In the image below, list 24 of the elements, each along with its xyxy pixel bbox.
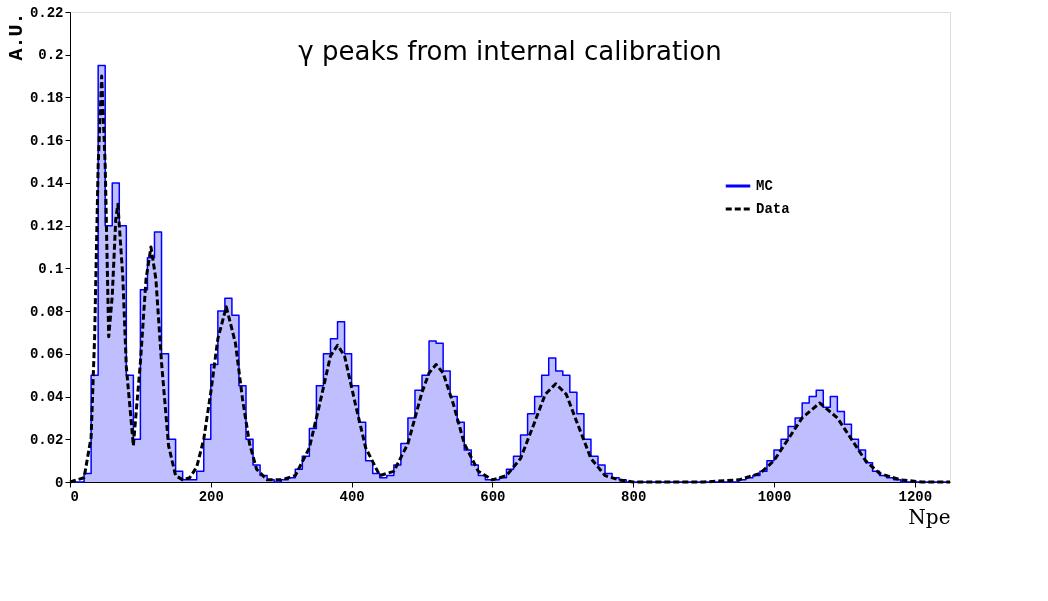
y-axis-title: A.U. (4, 12, 28, 61)
x-tick-label: 1200 (898, 488, 933, 505)
y-tick-label: 0.06 (29, 346, 64, 363)
y-tick-label: 0.14 (29, 175, 64, 192)
legend-label: MC (756, 178, 774, 194)
x-tick-label: 0 (70, 488, 79, 505)
x-axis-title: Npe (908, 504, 951, 529)
y-tick-label: 0.22 (29, 4, 64, 21)
y-tick-label: 0.1 (38, 260, 64, 277)
y-tick-label: 0.02 (29, 431, 64, 448)
x-tick-label: 800 (621, 488, 647, 505)
y-tick-label: 0.08 (29, 303, 64, 320)
x-tick-label: 1000 (757, 488, 792, 505)
y-tick-label: 0.18 (29, 89, 64, 106)
text: γ peaks from internal calibration (298, 36, 722, 66)
legend-label: Data (756, 201, 791, 217)
x-tick-label: 200 (198, 488, 224, 505)
y-tick-label: 0.12 (29, 218, 64, 235)
y-tick-label: 0.04 (29, 389, 64, 406)
y-tick-label: 0.16 (29, 132, 64, 149)
y-tick-label: 0 (55, 474, 64, 491)
x-tick-label: 400 (339, 488, 365, 505)
x-tick-label: 600 (480, 488, 506, 505)
y-tick-label: 0.2 (38, 47, 64, 64)
